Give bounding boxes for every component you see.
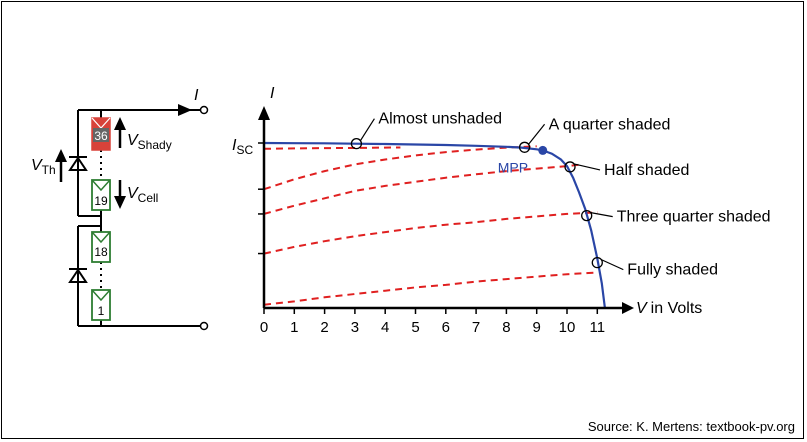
annotation-label: Half shaded [604, 162, 689, 179]
shaded-curve-2 [263, 163, 583, 215]
chart-ticks: 0 1 2 3 4 5 6 7 8 9 10 11 [258, 142, 606, 336]
x-tick-label: 8 [502, 319, 510, 336]
shaded-curve-3 [263, 211, 598, 255]
cell-number: 36 [94, 129, 108, 143]
chart-annotations: MPP Almost unshaded A quarter shaded Half s… [350, 111, 771, 279]
annotation-leader [359, 118, 375, 141]
solar-cell-1: 1 [91, 289, 111, 321]
annotation-label: Three quarter shaded [617, 209, 771, 226]
x-tick-label: 10 [559, 319, 576, 336]
solar-cell-36: 36 [91, 117, 111, 151]
annotation-marker [350, 138, 363, 150]
solar-cell-18: 18 [91, 231, 111, 263]
x-tick-label: 0 [260, 319, 268, 336]
annotation-marker [564, 161, 576, 173]
x-tick-label: 1 [290, 319, 298, 336]
x-tick-label: 3 [351, 319, 359, 336]
cell-number: 19 [94, 194, 108, 208]
annotation-label: A quarter shaded [549, 116, 671, 133]
annotation-marker [581, 209, 593, 222]
bypass-diode-lower [68, 268, 88, 283]
bypass-diode-upper [68, 156, 88, 171]
annotation-leader [528, 123, 546, 145]
x-tick-label: 6 [442, 319, 450, 336]
v-cell-arrow-icon [114, 196, 126, 209]
v-th-label: VTh [31, 157, 56, 177]
x-tick-label: 4 [381, 319, 389, 336]
mpp-label: MPP [498, 159, 528, 175]
annotation-leader [573, 163, 601, 171]
chart-curves [263, 141, 606, 309]
y-axis-arrow-icon [258, 106, 270, 120]
v-shady-arrow-icon [114, 117, 126, 130]
shaded-curve-1 [263, 145, 537, 191]
y-axis-label: I [270, 85, 275, 102]
annotation-leader [590, 212, 613, 218]
v-cell-label: VCell [127, 185, 158, 205]
annotation-marker [518, 141, 531, 153]
isc-label: ISC [232, 137, 253, 157]
x-tick-label: 11 [590, 319, 606, 336]
v-shady-label: VShady [127, 132, 172, 152]
shaded-curve-4 [263, 271, 598, 306]
current-label: I [194, 87, 199, 104]
source-credit: Source: K. Mertens: textbook-pv.org [587, 419, 795, 434]
x-tick-label: 9 [533, 319, 541, 336]
x-axis-arrow-icon [622, 302, 634, 314]
top-terminal [199, 105, 209, 115]
x-tick-label: 7 [472, 319, 480, 336]
cell-number: 1 [98, 304, 105, 318]
annotation-label: Fully shaded [627, 262, 718, 279]
chart-axes [258, 106, 634, 314]
annotation-label: Almost unshaded [378, 111, 502, 128]
current-arrow-icon [178, 104, 192, 116]
x-tick-label: 2 [320, 319, 328, 336]
x-axis-label-rest: in Volts [651, 300, 703, 317]
shaded-curve-0 [263, 146, 401, 150]
v-th-arrow-icon [55, 149, 67, 162]
cell-number: 18 [94, 245, 108, 259]
annotation-marker [591, 256, 603, 269]
bottom-terminal [199, 321, 209, 331]
x-tick-label: 5 [411, 319, 419, 336]
annotation-leader [601, 259, 624, 271]
mpp-point [538, 145, 548, 155]
solar-cell-19: 19 [91, 179, 111, 211]
